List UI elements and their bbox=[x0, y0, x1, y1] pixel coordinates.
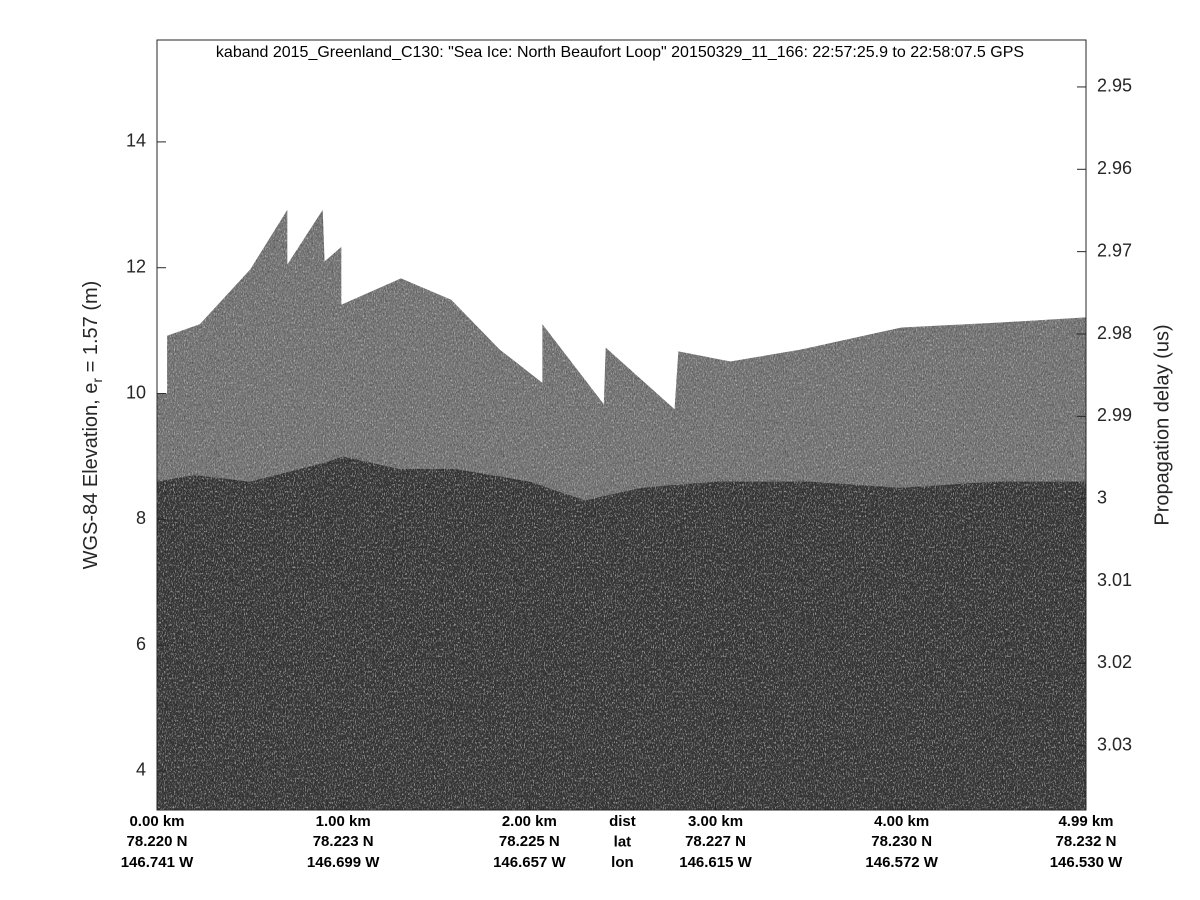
y2-tick-label: 2.96 bbox=[1097, 158, 1132, 178]
lat-label: 78.220 N bbox=[127, 833, 188, 850]
plot-area bbox=[157, 209, 1086, 810]
x-tick-label: 0.00 km bbox=[129, 813, 184, 830]
y2-tick-label: 2.95 bbox=[1097, 76, 1132, 96]
y-label-text: WGS-84 Elevation, e bbox=[80, 383, 102, 570]
y-tick-label: 8 bbox=[136, 508, 146, 528]
y2-tick-label: 2.98 bbox=[1097, 323, 1132, 343]
y-tick-label: 10 bbox=[126, 382, 146, 402]
y2-tick-label: 2.97 bbox=[1097, 240, 1132, 260]
lat-label: 78.227 N bbox=[685, 833, 746, 850]
lon-label: 146.699 W bbox=[307, 854, 380, 871]
y-tick-label: 4 bbox=[136, 760, 146, 780]
y-tick-label: 12 bbox=[126, 256, 146, 276]
y-tick-label: 14 bbox=[126, 131, 146, 151]
x-tick-label: 3.00 km bbox=[688, 813, 743, 830]
lon-label: 146.657 W bbox=[493, 854, 566, 871]
y2-axis-label: Propagation delay (us) bbox=[1151, 324, 1173, 525]
axes-box bbox=[156, 39, 1087, 811]
row-name: lon bbox=[611, 854, 634, 871]
lon-label: 146.741 W bbox=[121, 854, 194, 871]
lon-label: 146.615 W bbox=[679, 854, 752, 871]
y2-tick-label: 3.03 bbox=[1097, 735, 1132, 755]
x-tick-label: 1.00 km bbox=[316, 813, 371, 830]
y-axis-label: WGS-84 Elevation, er = 1.57 (m) bbox=[80, 281, 104, 570]
x-tick-label: 4.99 km bbox=[1058, 813, 1113, 830]
row-name: lat bbox=[614, 833, 632, 850]
lon-label: 146.530 W bbox=[1050, 854, 1123, 871]
y2-tick-label: 3.01 bbox=[1097, 570, 1132, 590]
row-name: dist bbox=[609, 813, 636, 830]
y2-tick-label: 3 bbox=[1097, 487, 1107, 507]
lat-label: 78.225 N bbox=[499, 833, 560, 850]
lat-label: 78.232 N bbox=[1056, 833, 1117, 850]
y2-tick-label: 3.02 bbox=[1097, 652, 1132, 672]
x-tick-label: 4.00 km bbox=[874, 813, 929, 830]
lat-label: 78.230 N bbox=[871, 833, 932, 850]
echo-bed-region bbox=[157, 456, 1086, 810]
lon-label: 146.572 W bbox=[865, 854, 938, 871]
chart-title: kaband 2015_Greenland_C130: "Sea Ice: No… bbox=[216, 44, 1024, 61]
y-label-rest: = 1.57 (m) bbox=[80, 281, 102, 378]
y-tick-label: 6 bbox=[136, 634, 146, 654]
y2-tick-label: 2.99 bbox=[1097, 405, 1132, 425]
x-tick-label: 2.00 km bbox=[502, 813, 557, 830]
y-label-sub: r bbox=[89, 378, 105, 383]
lat-label: 78.223 N bbox=[313, 833, 374, 850]
